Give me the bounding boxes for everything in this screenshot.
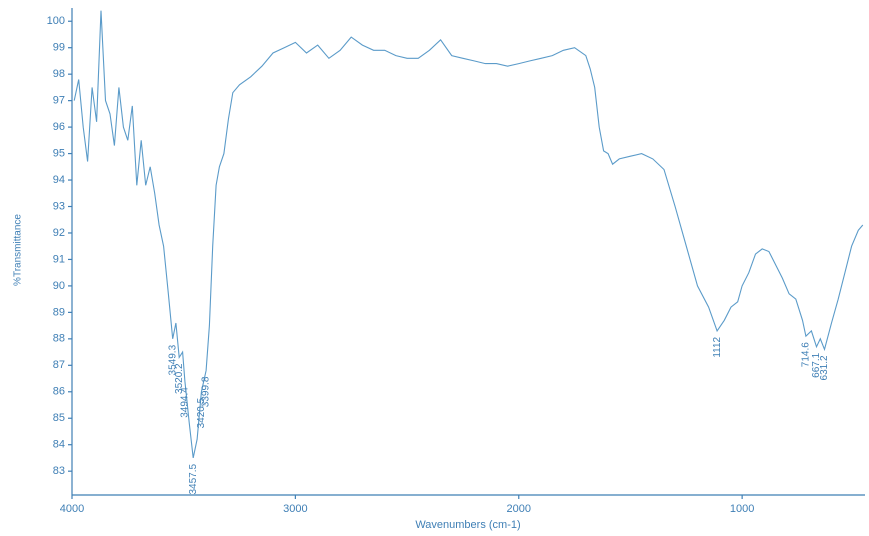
peak-label: 631.2 — [819, 355, 830, 380]
y-tick-label: 100 — [47, 15, 65, 27]
y-tick-label: 90 — [53, 280, 65, 292]
y-tick-label: 97 — [53, 95, 65, 107]
peak-label: 3420.5 — [196, 397, 207, 428]
peak-label: 3457.5 — [188, 464, 199, 495]
x-axis-label: Wavenumbers (cm-1) — [415, 519, 520, 531]
y-tick-label: 99 — [53, 42, 65, 54]
y-tick-label: 95 — [53, 147, 65, 159]
y-tick-label: 88 — [53, 333, 65, 345]
peak-label: 714.6 — [801, 342, 812, 367]
y-tick-label: 85 — [53, 412, 65, 424]
y-tick-label: 98 — [53, 68, 65, 80]
y-tick-label: 89 — [53, 306, 65, 318]
peak-label: 3399.8 — [201, 376, 212, 407]
y-tick-label: 92 — [53, 227, 65, 239]
y-tick-label: 93 — [53, 200, 65, 212]
y-tick-label: 91 — [53, 253, 65, 265]
peak-label: 3549.3 — [167, 344, 178, 375]
y-tick-label: 87 — [53, 359, 65, 371]
y-tick-label: 84 — [53, 439, 65, 451]
peak-label: 1112 — [712, 336, 723, 357]
y-tick-label: 83 — [53, 465, 65, 477]
y-tick-label: 86 — [53, 386, 65, 398]
x-tick-label: 2000 — [507, 503, 531, 515]
peak-label: 3494.4 — [180, 387, 191, 418]
x-tick-label: 3000 — [283, 503, 307, 515]
peak-label: 667.1 — [811, 352, 822, 377]
spectrum-line — [73, 10, 864, 459]
y-axis-label: %Transmittance — [13, 214, 24, 286]
peak-label: 3520.2 — [174, 363, 185, 394]
y-tick-label: 94 — [53, 174, 65, 186]
x-tick-label: 4000 — [60, 503, 84, 515]
y-tick-label: 96 — [53, 121, 65, 133]
x-tick-label: 1000 — [730, 503, 754, 515]
